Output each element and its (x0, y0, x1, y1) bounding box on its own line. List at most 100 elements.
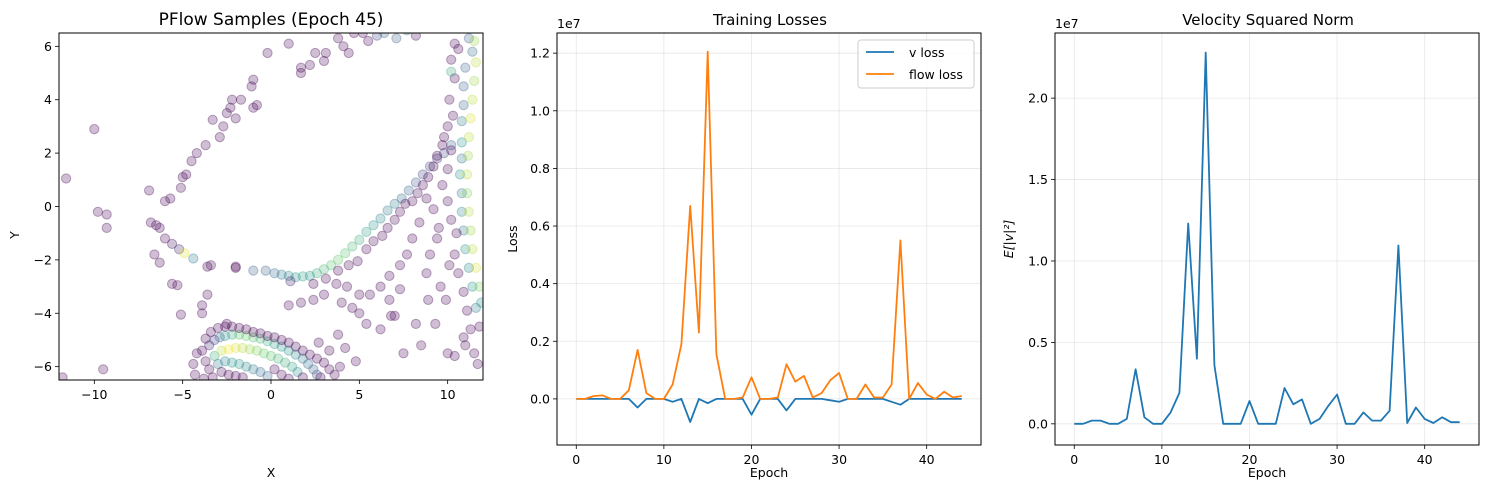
velocity-lines (1074, 51, 1460, 425)
scatter-point (398, 348, 409, 359)
scatter-point (258, 348, 269, 359)
scatter-point (205, 260, 216, 271)
scatter-point (389, 214, 400, 225)
scatter-point (428, 161, 439, 172)
scatter-point (269, 364, 280, 375)
scatter-point (458, 81, 469, 92)
scatter-point (241, 324, 252, 335)
scatter-point (220, 356, 231, 367)
scatter-point (221, 108, 232, 119)
scatter-point (191, 348, 202, 359)
scatter-point (202, 289, 213, 300)
scatter-point (59, 372, 68, 380)
scatter-xlabel: X (267, 465, 276, 480)
scatter-point (318, 289, 330, 300)
scatter-point (283, 337, 294, 348)
scatter-point (311, 268, 322, 279)
scatter-point (394, 206, 406, 217)
scatter-point (145, 217, 157, 228)
scatter-point (428, 204, 439, 215)
scatter-point (218, 121, 229, 132)
scatter-axes-frame (58, 32, 484, 381)
x-tick-label: 40 (919, 452, 935, 467)
scatter-point (205, 326, 216, 338)
scatter-point (324, 364, 335, 375)
scatter-point (255, 366, 266, 378)
scatter-point (303, 358, 314, 370)
scatter-point (467, 281, 478, 292)
scatter-point (384, 294, 395, 305)
scatter-point (432, 150, 443, 161)
scatter-point (227, 321, 238, 332)
scatter-point (449, 350, 460, 362)
scatter-point (472, 358, 483, 370)
scatter-point (371, 33, 383, 41)
scatter-point (333, 265, 344, 276)
scatter-panel: PFlow Samples (Epoch 45) −10 −5 0 5 10 −6 −4 −2… (7, 10, 484, 480)
scatter-point (101, 222, 112, 233)
scatter-point (474, 281, 483, 292)
scatter-point (197, 308, 208, 319)
scatter-point (470, 262, 481, 273)
scatter-point (400, 198, 411, 209)
scatter-ylabel: Y (7, 231, 22, 240)
scatter-point (446, 214, 457, 225)
scatter-point (262, 47, 273, 59)
scatter-point (290, 272, 301, 283)
scatter-point (237, 372, 248, 380)
scatter-point (456, 153, 467, 164)
scatter-point (197, 345, 208, 356)
scatter-point (343, 47, 354, 59)
scatter-point (324, 345, 335, 356)
y-tick-label: 2.0 (1028, 91, 1048, 106)
scatter-point (449, 249, 460, 260)
scatter-point (318, 55, 330, 67)
scatter-point (326, 260, 337, 271)
scatter-point (320, 47, 331, 59)
scatter-point (361, 226, 372, 237)
velocity-axes-frame (1054, 32, 1480, 446)
scatter-point (230, 370, 241, 380)
scatter-point (432, 153, 443, 164)
velocity-grid (1055, 33, 1479, 445)
x-tick-label: −10 (81, 387, 107, 402)
scatter-point (442, 164, 453, 175)
scatter-point (198, 373, 209, 380)
scatter-point (209, 350, 220, 362)
scatter-point (311, 353, 322, 364)
scatter-point (469, 75, 480, 87)
scatter-point (227, 329, 238, 340)
velocity-ylabel: E[|v|²] (1001, 220, 1016, 259)
scatter-point (416, 340, 427, 351)
scatter-point (311, 369, 322, 380)
scatter-point (214, 132, 225, 143)
scatter-point (338, 41, 349, 52)
scatter-point (246, 81, 257, 92)
x-tick-label: 0 (572, 452, 580, 467)
scatter-point (333, 254, 344, 265)
scatter-point (417, 180, 428, 191)
scatter-point (149, 249, 160, 260)
scatter-point (375, 213, 386, 224)
scatter-point (175, 309, 187, 320)
scatter-point (410, 177, 421, 188)
scatter-plot-area (59, 33, 483, 380)
scatter-point (401, 249, 413, 260)
scatter-point (244, 344, 255, 355)
scatter-point (417, 169, 428, 180)
x-tick-label: −5 (173, 387, 191, 402)
scatter-point (340, 342, 351, 354)
scatter-point (283, 345, 294, 356)
scatter-ticks: −10 −5 0 5 10 −6 −4 −2 0 2 4 6 (34, 39, 456, 402)
scatter-point (248, 265, 259, 276)
scatter-point (442, 348, 453, 359)
scatter-point (458, 286, 469, 297)
scatter-point (446, 54, 457, 65)
scatter-point (384, 270, 395, 281)
scatter-point (200, 333, 211, 344)
scatter-point (410, 318, 421, 329)
velocity-xlabel: Epoch (1248, 465, 1286, 480)
scatter-point (446, 145, 457, 156)
scatter-point (451, 228, 462, 239)
scatter-point (462, 305, 473, 316)
